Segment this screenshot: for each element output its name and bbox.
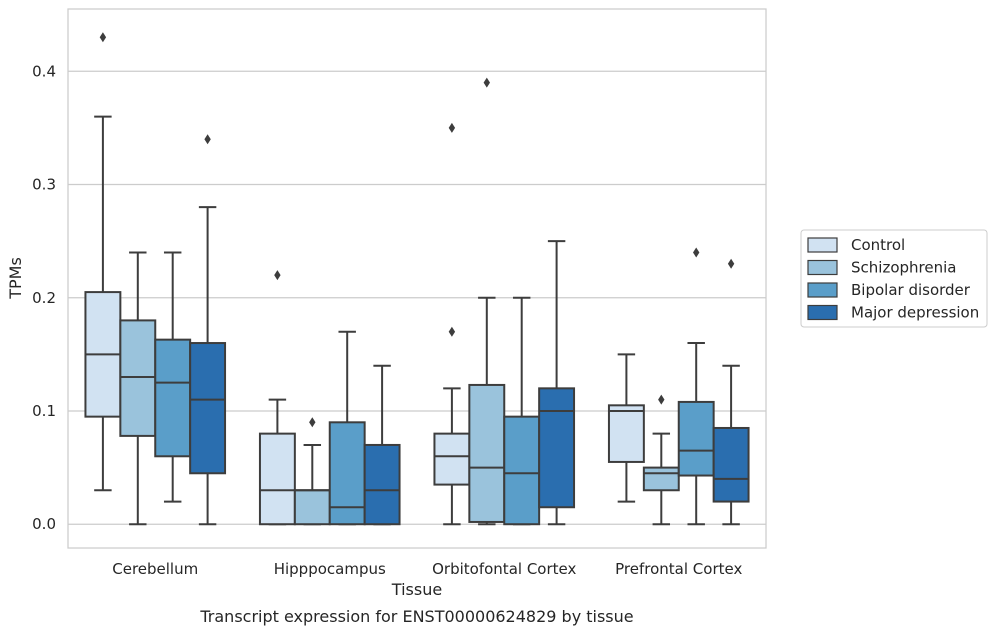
x-tick-label: Prefrontal Cortex	[615, 560, 742, 578]
legend-swatch	[807, 282, 838, 298]
x-tick-label: Hipppocampus	[274, 560, 386, 578]
legend-frame	[800, 229, 988, 328]
box-1-4	[189, 134, 227, 526]
box-iqr	[712, 426, 750, 503]
outlier-point	[448, 326, 456, 337]
box-1-1	[84, 32, 122, 492]
y-tick-label: 0.1	[32, 402, 56, 420]
legend-label: Bipolar disorder	[851, 281, 971, 299]
box-iqr	[503, 415, 541, 526]
y-tick-label: 0.2	[32, 289, 56, 307]
box-2-1	[258, 270, 296, 526]
outlier-point	[99, 32, 107, 43]
legend-label: Schizophrenia	[851, 259, 956, 277]
x-tick-label: Orbitofontal Cortex	[432, 560, 576, 578]
legend-label: Major depression	[851, 304, 979, 322]
legend-swatch	[807, 237, 838, 253]
legend-items: Control Schizophrenia Bipolar disorder Majo…	[807, 236, 979, 322]
box-iqr	[154, 338, 192, 458]
x-tick-label: Cerebellum	[112, 560, 198, 578]
legend-label: Control	[851, 236, 905, 254]
box-3-2	[468, 77, 506, 526]
outlier-point	[483, 77, 490, 88]
box-iqr	[607, 404, 645, 463]
box-iqr	[468, 383, 506, 523]
box-1-2	[119, 251, 157, 526]
box-iqr	[538, 387, 576, 509]
outlier-point	[309, 417, 316, 428]
y-tick-label: 0.4	[32, 62, 56, 80]
outlier-point	[658, 394, 665, 405]
box-iqr	[363, 443, 401, 526]
x-axis-label: Tissue	[391, 580, 442, 599]
y-tick-label: 0.0	[32, 515, 56, 533]
outlier-point	[693, 247, 700, 258]
box-3-4	[538, 240, 576, 526]
box-iqr	[433, 432, 471, 486]
box-iqr	[293, 489, 331, 526]
box-iqr	[328, 421, 366, 526]
legend-swatch	[807, 304, 838, 321]
outlier-point	[274, 270, 281, 281]
boxes-layer	[84, 32, 750, 526]
box-4-1	[607, 353, 645, 503]
box-2-2	[293, 417, 331, 526]
y-tick-labels: 0.0 0.1 0.2 0.3 0.4	[32, 62, 56, 533]
legend-swatch	[807, 259, 838, 276]
box-4-2	[642, 394, 680, 526]
plot-frame	[67, 8, 767, 549]
x-tick-labels: Cerebellum Hipppocampus Orbitofontal Corte…	[112, 560, 742, 578]
outlier-point	[448, 122, 456, 133]
box-iqr	[642, 466, 680, 492]
y-axis-label: TPMs	[6, 257, 25, 300]
y-tick-label: 0.3	[32, 176, 56, 194]
chart-caption: Transcript expression for ENST0000062482…	[199, 607, 633, 626]
outlier-point	[204, 134, 211, 145]
box-2-3	[328, 330, 366, 526]
legend: Control Schizophrenia Bipolar disorder Majo…	[800, 229, 988, 328]
box-iqr	[119, 319, 157, 437]
box-iqr	[258, 432, 296, 526]
box-2-4	[363, 364, 401, 526]
box-4-4	[712, 258, 750, 526]
box-iqr	[677, 400, 715, 477]
outlier-point	[727, 258, 735, 269]
box-iqr	[189, 342, 227, 475]
